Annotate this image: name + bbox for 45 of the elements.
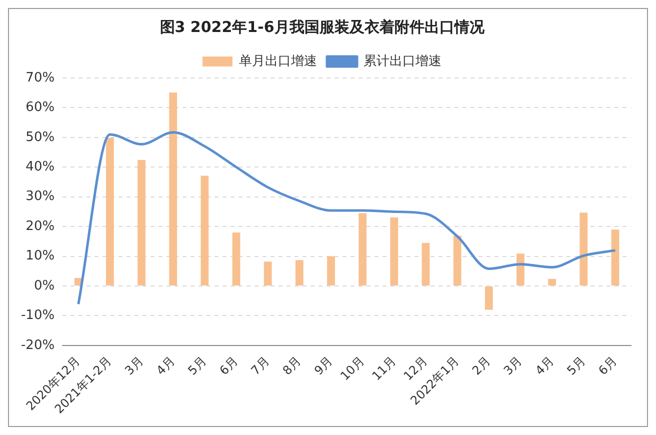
bar: [358, 213, 367, 286]
x-tick-label: 10月: [338, 354, 367, 384]
x-tick-label: 6月: [216, 354, 241, 378]
bar: [232, 232, 240, 286]
bar: [264, 262, 272, 286]
bar: [106, 138, 114, 286]
x-tick-label: 7月: [248, 354, 272, 378]
y-tick-label: 20%: [26, 218, 55, 234]
bar: [453, 236, 462, 286]
x-tick-label: 8月: [280, 354, 304, 378]
bar: [516, 254, 524, 286]
x-tick-label: 3月: [122, 354, 146, 378]
x-tick-label: 6月: [596, 354, 620, 378]
bar: [611, 230, 620, 286]
y-tick-label: 50%: [26, 130, 55, 145]
bar: [327, 256, 335, 286]
bar: [295, 260, 304, 286]
x-tick-label: 3月: [501, 354, 525, 378]
y-tick-label: 10%: [26, 248, 55, 264]
chart-title: 图3 2022年1-6月我国服装及衣着附件出口情况: [160, 18, 486, 36]
legend-label: 单月出口增速: [239, 54, 317, 69]
bar: [169, 92, 178, 286]
bar: [548, 278, 556, 286]
x-tick-label: 2月: [469, 354, 494, 378]
y-tick-label: 0%: [34, 278, 55, 294]
bar: [484, 286, 493, 310]
y-tick-label: 60%: [26, 100, 55, 116]
x-tick-label: 5月: [185, 354, 210, 378]
x-tick-label: 11月: [369, 354, 398, 384]
y-tick-label: -20%: [20, 338, 55, 353]
y-tick-label: 30%: [26, 189, 55, 204]
x-tick-label: 9月: [312, 354, 336, 378]
bar: [390, 217, 398, 286]
y-tick-label: -10%: [20, 308, 55, 324]
y-tick-label: 70%: [26, 70, 55, 86]
bar: [580, 212, 588, 286]
legend-label: 累计出口增速: [364, 54, 442, 69]
y-tick-label: 40%: [26, 160, 55, 175]
bar: [200, 176, 209, 286]
x-tick-label: 4月: [532, 354, 556, 378]
line-series: [77, 131, 616, 306]
bar: [422, 242, 430, 286]
bar: [138, 160, 146, 286]
x-tick-label: 5月: [564, 354, 588, 378]
x-tick-label: 4月: [154, 354, 178, 378]
